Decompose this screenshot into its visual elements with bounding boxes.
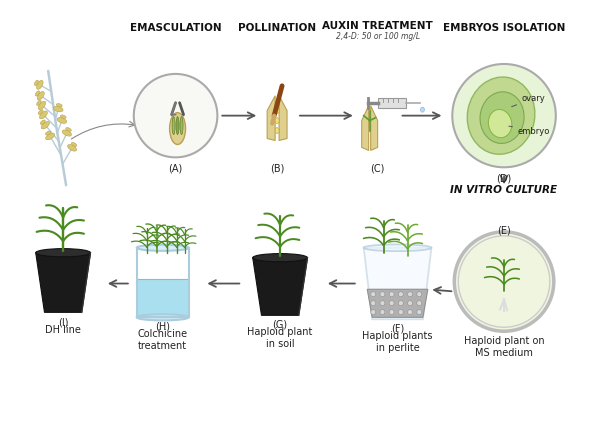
Polygon shape [267,96,275,141]
Circle shape [454,232,554,331]
Circle shape [380,310,385,314]
Circle shape [389,310,394,314]
Circle shape [417,292,422,297]
Ellipse shape [488,110,512,138]
Ellipse shape [35,91,40,96]
Ellipse shape [46,133,55,140]
Ellipse shape [170,113,185,144]
Polygon shape [367,289,428,317]
Ellipse shape [253,254,307,262]
Circle shape [452,64,556,167]
Ellipse shape [46,131,51,135]
Text: Haploid plants
in perlite: Haploid plants in perlite [362,331,433,353]
Circle shape [380,300,385,306]
Polygon shape [371,106,377,150]
Text: (C): (C) [370,163,385,173]
Ellipse shape [34,80,38,85]
Ellipse shape [176,116,179,135]
Text: (H): (H) [155,321,170,331]
Ellipse shape [41,122,49,129]
Ellipse shape [37,100,41,105]
Ellipse shape [66,128,71,131]
Circle shape [417,300,422,306]
Text: (D): (D) [496,173,512,183]
Ellipse shape [68,144,77,151]
Ellipse shape [61,115,66,119]
Ellipse shape [275,128,279,133]
Ellipse shape [53,106,63,112]
Text: ovary: ovary [512,94,546,107]
Circle shape [398,292,403,297]
Polygon shape [279,96,287,141]
Text: EMBRYOS ISOLATION: EMBRYOS ISOLATION [443,23,565,33]
Circle shape [371,310,376,314]
Circle shape [407,300,413,306]
Circle shape [389,292,394,297]
Polygon shape [362,106,368,150]
Text: Haploid plant
in soil: Haploid plant in soil [247,327,313,349]
Circle shape [398,300,403,306]
Ellipse shape [40,111,47,119]
Circle shape [398,310,403,314]
Text: Haploid plant on
MS medium: Haploid plant on MS medium [464,336,544,358]
Text: Colchicine
treatment: Colchicine treatment [137,329,188,351]
Ellipse shape [56,104,62,107]
Polygon shape [36,253,91,312]
Polygon shape [253,258,307,315]
Text: IN VITRO CULTURE: IN VITRO CULTURE [451,185,557,195]
Ellipse shape [275,108,279,113]
Circle shape [371,300,376,306]
Text: DH line: DH line [45,325,81,335]
Bar [377,98,406,108]
Polygon shape [364,248,431,319]
Ellipse shape [37,80,43,89]
Ellipse shape [36,249,91,257]
Circle shape [407,292,413,297]
Ellipse shape [467,77,535,154]
Ellipse shape [180,116,183,135]
Ellipse shape [172,116,175,135]
Text: (A): (A) [169,163,183,173]
Bar [137,279,188,317]
Text: (I): (I) [58,317,68,327]
Ellipse shape [275,118,279,124]
Text: (G): (G) [272,319,287,329]
Text: POLLINATION: POLLINATION [238,23,316,33]
Ellipse shape [480,92,524,143]
Circle shape [380,292,385,297]
Text: AUXIN TREATMENT: AUXIN TREATMENT [322,21,433,31]
Text: (F): (F) [391,323,404,333]
Ellipse shape [137,245,188,251]
Text: (B): (B) [270,163,284,173]
Ellipse shape [37,91,44,100]
Circle shape [417,310,422,314]
Ellipse shape [364,244,431,251]
Ellipse shape [71,142,77,146]
Ellipse shape [57,118,67,123]
Text: (E): (E) [497,226,511,236]
Text: embryo: embryo [509,126,550,136]
Ellipse shape [40,120,45,125]
Ellipse shape [38,110,43,114]
Circle shape [389,300,394,306]
Ellipse shape [38,101,46,110]
Ellipse shape [62,130,71,136]
Circle shape [134,74,217,157]
Text: 2,4-D: 50 or 100 mg/L: 2,4-D: 50 or 100 mg/L [335,32,420,41]
Ellipse shape [137,314,188,320]
Circle shape [407,310,413,314]
Text: EMASCULATION: EMASCULATION [130,23,221,33]
Circle shape [371,292,376,297]
Ellipse shape [421,107,424,112]
